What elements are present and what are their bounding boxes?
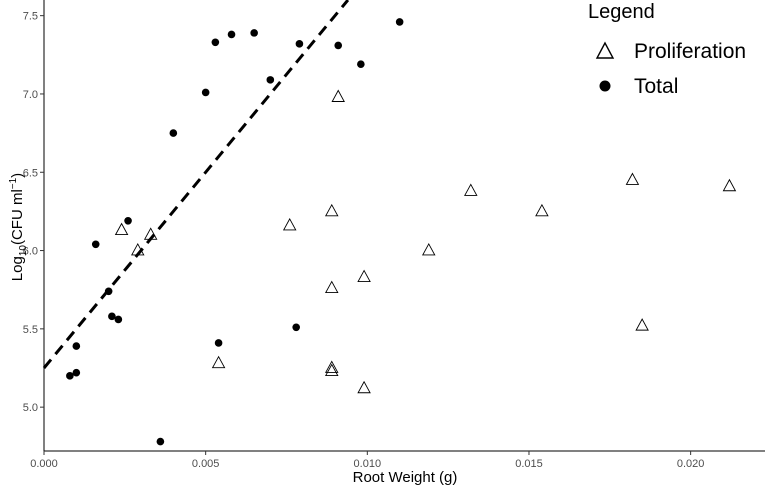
total-point: [156, 437, 165, 446]
y-tick-label: 5.0: [23, 402, 38, 414]
x-tick-label: 0.020: [677, 458, 705, 470]
legend-circle-marker: [599, 80, 611, 92]
proliferation-point: [324, 363, 339, 376]
proliferation-point: [324, 360, 339, 373]
y-axis-title-group: Log10(CFU ml−1): [8, 173, 29, 281]
proliferation-point: [357, 380, 371, 394]
y-tick-label: 5.5: [23, 324, 38, 336]
y-axis-title-superscript: −1: [8, 177, 19, 189]
proliferation-point: [324, 280, 339, 293]
trendline-layer: [42, 0, 350, 369]
legend-triangle-marker: [595, 41, 615, 59]
total-point: [201, 88, 210, 97]
total-point: [104, 287, 113, 296]
proliferation-point: [211, 355, 226, 369]
total-point: [295, 40, 304, 48]
total-point: [357, 60, 365, 69]
y-tick-label: 7.5: [23, 11, 38, 23]
proliferation-point: [722, 178, 737, 192]
total-point: [72, 368, 81, 377]
trendline: [42, 0, 350, 369]
proliferation-point: [331, 89, 345, 102]
proliferation-point: [625, 172, 640, 185]
total-point: [227, 30, 236, 39]
total-point: [214, 339, 223, 347]
proliferation-point: [535, 203, 549, 217]
proliferation-point: [114, 222, 129, 236]
legend-label-proliferation: Proliferation: [634, 40, 746, 63]
proliferation-point: [143, 227, 158, 240]
total-point: [108, 312, 116, 321]
total-point: [395, 18, 404, 26]
y-tick-label: 6.0: [23, 246, 38, 258]
proliferation-point: [421, 243, 436, 256]
total-point: [292, 323, 300, 332]
axes: 0.000 0.005 0.010 0.015 0.020 5.0 5.5 6.0 6.5 7.0…: [23, 0, 765, 470]
x-tick-label: 0.010: [354, 458, 382, 470]
proliferation-point: [282, 217, 297, 231]
total-point: [124, 217, 132, 225]
proliferation-point: [357, 269, 371, 283]
y-axis-title-subscript: 10: [18, 245, 29, 257]
x-tick-label: 0.000: [30, 458, 58, 470]
proliferation-point: [635, 318, 649, 331]
legend: Legend Proliferation Total: [588, 1, 746, 98]
x-tick-label: 0.015: [515, 458, 543, 470]
total-point: [114, 315, 123, 324]
y-axis-title: Log10(CFU ml−1): [8, 173, 29, 281]
y-tick-label: 7.0: [23, 89, 38, 101]
total-point: [250, 29, 258, 37]
total-point: [334, 41, 343, 50]
y-axis-title-middle: (CFU ml: [9, 189, 26, 245]
total-point: [91, 240, 100, 249]
y-axis-title-prefix: Log: [9, 256, 26, 281]
proliferation-point: [464, 183, 478, 196]
x-tick-label: 0.005: [192, 458, 220, 470]
proliferation-point: [131, 243, 145, 256]
y-axis-title-suffix: ): [9, 173, 26, 178]
y-tick-label: 6.5: [23, 167, 38, 179]
total-point: [169, 129, 178, 137]
total-point: [211, 38, 220, 47]
legend-label-total: Total: [634, 75, 678, 98]
proliferation-point: [324, 203, 339, 217]
total-point: [66, 372, 74, 380]
total-point: [72, 342, 81, 350]
data-points: [66, 18, 737, 446]
x-axis-title: Root Weight (g): [353, 469, 458, 486]
legend-title: Legend: [588, 1, 655, 23]
total-point: [266, 76, 275, 84]
